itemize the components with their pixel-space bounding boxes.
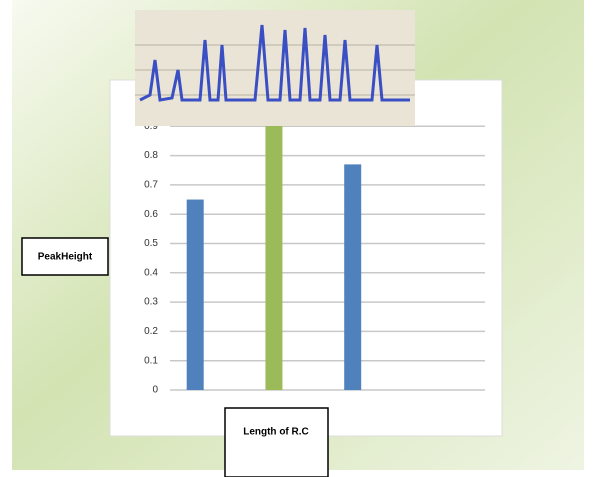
photo-trace xyxy=(139,24,410,102)
bar xyxy=(186,199,204,390)
chart-area xyxy=(109,79,503,437)
y-tick-label: 0.1 xyxy=(144,355,158,366)
y-tick-label: 0.2 xyxy=(144,326,158,337)
y-tick-label: 0.9 xyxy=(144,121,158,132)
x-axis-label: Length of R.C xyxy=(243,427,309,438)
y-axis-label-box xyxy=(21,237,109,276)
y-tick-label: 0.8 xyxy=(144,150,158,161)
y-tick-label: 0.6 xyxy=(144,209,158,220)
y-tick-label: 0 xyxy=(152,385,158,396)
strip-chart-photo xyxy=(135,10,415,126)
y-tick-label: 0.7 xyxy=(144,180,158,191)
y-axis-label: PeakHeight xyxy=(38,252,93,263)
photo xyxy=(135,10,415,126)
bar xyxy=(265,111,283,391)
y-tick-label: 0.3 xyxy=(144,297,158,308)
x-axis-label-box xyxy=(224,407,329,477)
y-tick-label: 0.4 xyxy=(144,267,158,278)
plot: 0 0.1 0.2 0.3 0.4 0.5 0.6 0.7 0.8 0.9 xyxy=(144,111,485,396)
bar xyxy=(344,164,362,390)
y-tick-label: 0.5 xyxy=(144,238,158,249)
